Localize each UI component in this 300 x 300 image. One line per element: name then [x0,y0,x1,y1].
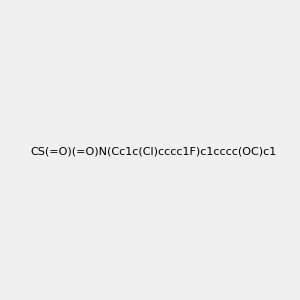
Text: CS(=O)(=O)N(Cc1c(Cl)cccc1F)c1cccc(OC)c1: CS(=O)(=O)N(Cc1c(Cl)cccc1F)c1cccc(OC)c1 [31,146,277,157]
